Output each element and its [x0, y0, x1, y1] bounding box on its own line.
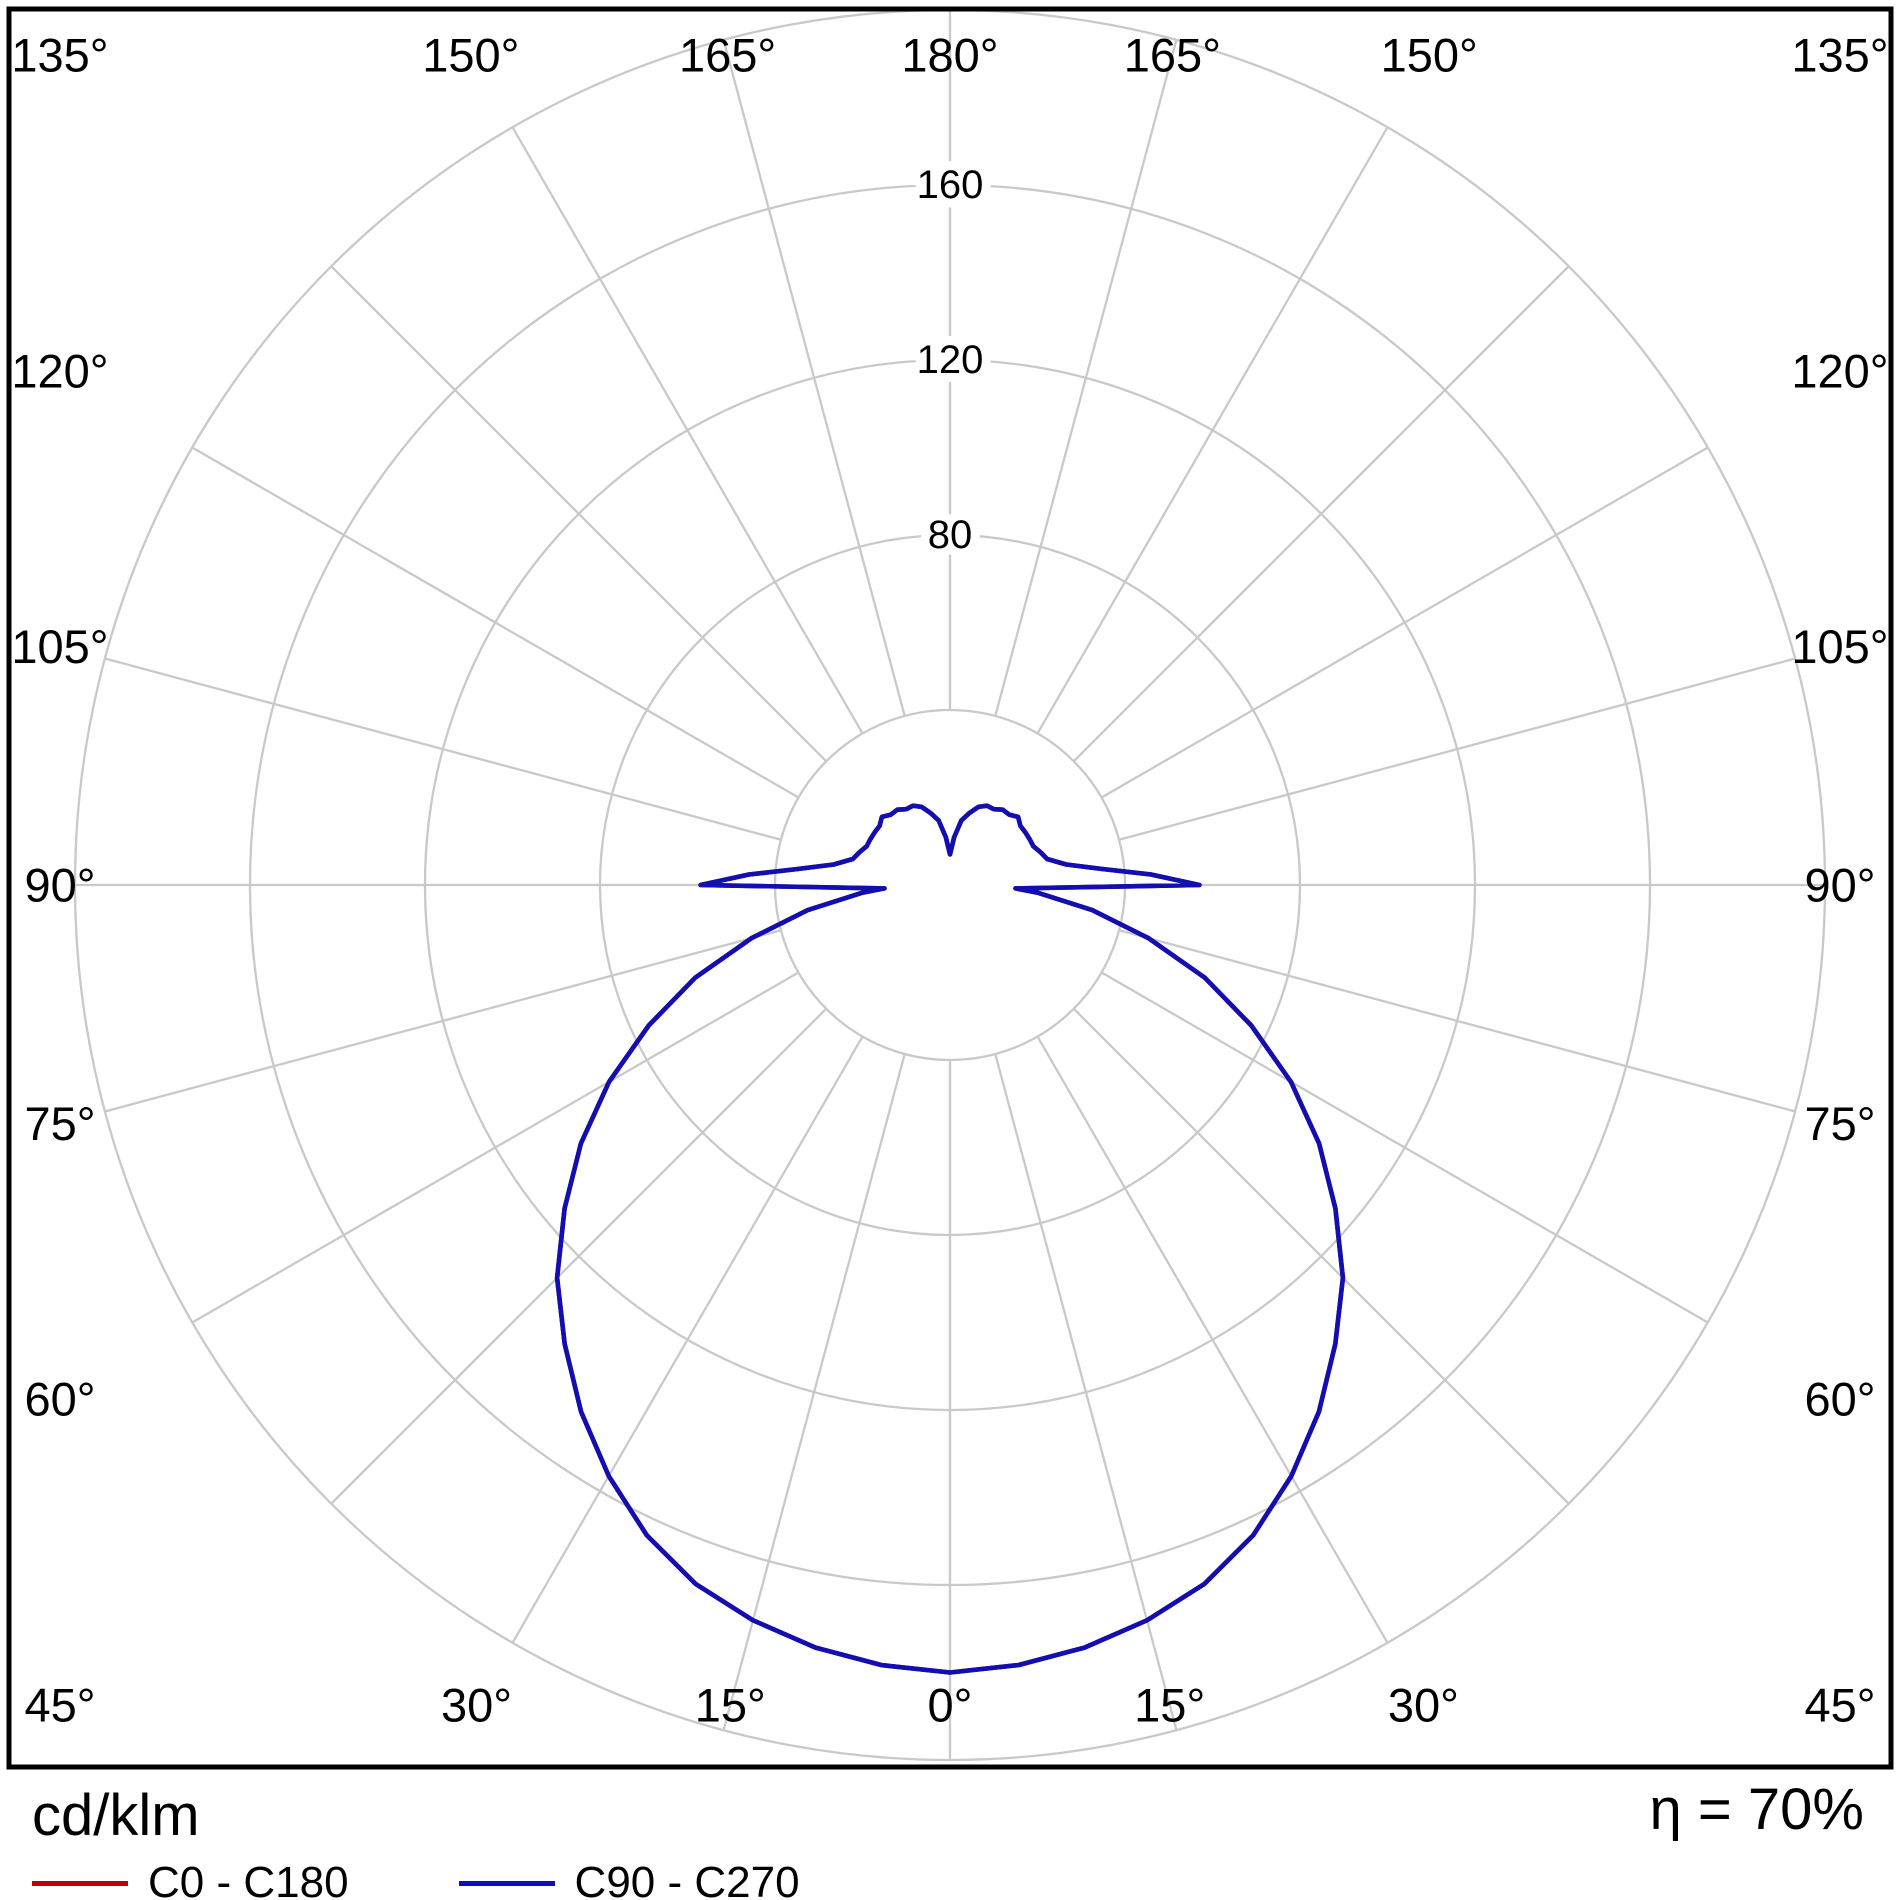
svg-text:60°: 60° — [24, 1372, 95, 1425]
svg-text:120°: 120° — [11, 345, 108, 398]
svg-text:45°: 45° — [24, 1679, 95, 1732]
svg-text:120: 120 — [917, 338, 984, 382]
svg-text:0°: 0° — [928, 1679, 973, 1732]
svg-text:120°: 120° — [1791, 345, 1888, 398]
polar-chart: 0° 15° 15° 30° 30° 45° 45° 60° 60° 75° 75° 90° 90° 10… — [6, 6, 1894, 1770]
svg-text:165°: 165° — [679, 29, 776, 82]
legend-line-c0-icon — [32, 1880, 128, 1886]
svg-text:90°: 90° — [24, 859, 95, 912]
svg-text:75°: 75° — [1804, 1097, 1875, 1150]
chart-footer: cd/klm η = 70% C0 - C180 C90 - C270 — [0, 1770, 1900, 1900]
svg-text:30°: 30° — [1388, 1679, 1459, 1732]
efficiency-label: η = 70% — [1649, 1777, 1864, 1842]
svg-text:160: 160 — [917, 163, 984, 207]
svg-text:105°: 105° — [11, 620, 108, 673]
svg-text:150°: 150° — [422, 29, 519, 82]
svg-text:60°: 60° — [1804, 1372, 1875, 1425]
svg-text:135°: 135° — [1791, 29, 1888, 82]
svg-text:15°: 15° — [695, 1679, 766, 1732]
legend-line-c90-icon — [458, 1880, 555, 1886]
svg-text:165°: 165° — [1124, 29, 1221, 82]
legend: C0 - C180 C90 - C270 — [32, 1858, 910, 1900]
svg-text:90°: 90° — [1804, 859, 1875, 912]
legend-label-c0: C0 - C180 — [148, 1858, 349, 1900]
svg-text:180°: 180° — [901, 29, 998, 82]
svg-text:150°: 150° — [1381, 29, 1478, 82]
svg-text:45°: 45° — [1804, 1679, 1875, 1732]
unit-label: cd/klm — [32, 1783, 200, 1848]
svg-text:30°: 30° — [441, 1679, 512, 1732]
legend-label-c90: C90 - C270 — [574, 1858, 800, 1900]
svg-text:105°: 105° — [1791, 620, 1888, 673]
svg-text:15°: 15° — [1134, 1679, 1205, 1732]
svg-text:80: 80 — [928, 513, 973, 557]
svg-text:135°: 135° — [11, 29, 108, 82]
svg-text:75°: 75° — [24, 1097, 95, 1150]
